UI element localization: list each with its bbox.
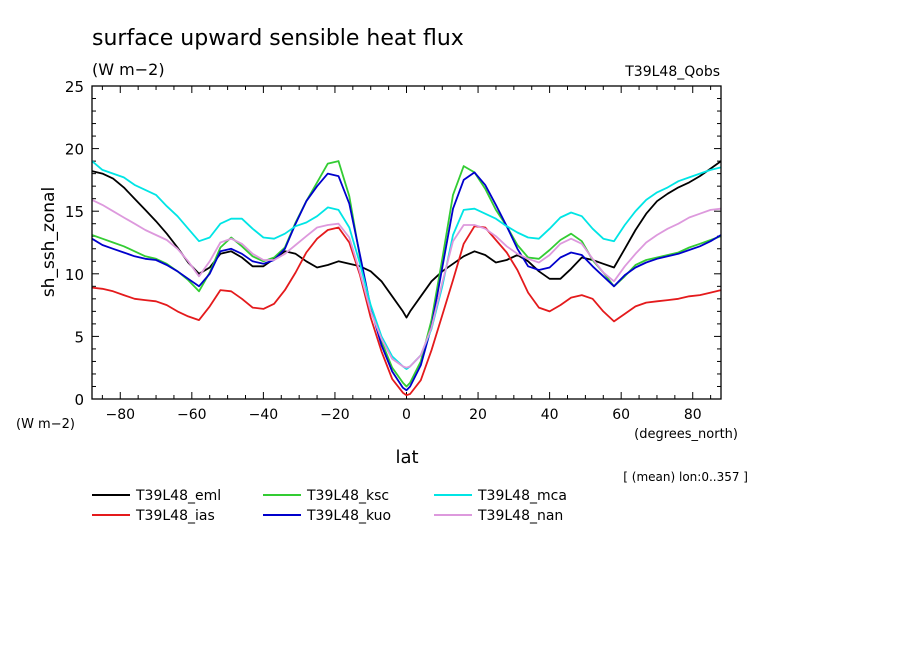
series-line-t39l48-nan xyxy=(91,199,722,369)
x-axis-label: lat xyxy=(395,447,418,468)
x-tick-label: 40 xyxy=(541,407,559,423)
x-tick-label: −80 xyxy=(105,407,135,423)
chart-units: (W m−2) xyxy=(92,60,165,79)
x-tick-label: 80 xyxy=(684,407,702,423)
experiment-label: T39L48_Qobs xyxy=(624,64,720,80)
legend-item: T39L48_nan xyxy=(434,508,563,524)
series-line-t39l48-eml xyxy=(91,160,722,319)
series-line-t39l48-kuo xyxy=(91,171,722,392)
legend-label: T39L48_ksc xyxy=(306,488,389,504)
footnote: [ (mean) lon:0..357 ] xyxy=(623,470,748,484)
plot-frame xyxy=(91,85,722,400)
series-line-t39l48-mca xyxy=(91,160,722,370)
y-tick-label: 10 xyxy=(65,266,84,284)
legend-label: T39L48_eml xyxy=(135,488,221,504)
legend-item: T39L48_kuo xyxy=(263,508,391,524)
legend-label: T39L48_nan xyxy=(477,508,563,524)
legend-item: T39L48_mca xyxy=(434,488,567,504)
y-axis-units: (W m−2) xyxy=(16,417,75,432)
legend: T39L48_eml T39L48_ias T39L48_ksc T39L48_kuo… xyxy=(92,488,567,524)
x-tick-label: 60 xyxy=(612,407,630,423)
x-tick-label: 0 xyxy=(402,407,411,423)
series-lines xyxy=(91,160,722,397)
legend-label: T39L48_mca xyxy=(477,488,567,504)
legend-label: T39L48_ias xyxy=(135,508,215,524)
axes: −80 −60 −40 −20 0 20 40 60 80 0 5 10 15 20 25 xyxy=(65,78,721,423)
legend-label: T39L48_kuo xyxy=(306,508,391,524)
x-axis-units: (degrees_north) xyxy=(634,427,738,442)
series-line-t39l48-ias xyxy=(91,225,722,397)
y-tick-label: 0 xyxy=(74,391,84,409)
x-tick-label: 20 xyxy=(469,407,487,423)
legend-item: T39L48_ias xyxy=(92,508,215,524)
y-tick-label: 20 xyxy=(65,141,84,159)
y-tick-label: 15 xyxy=(65,203,84,221)
x-tick-label: −60 xyxy=(177,407,207,423)
legend-item: T39L48_ksc xyxy=(263,488,389,504)
x-tick-label: −20 xyxy=(320,407,350,423)
y-axis-label: sh_ssh_zonal xyxy=(39,187,59,297)
y-tick-label: 5 xyxy=(74,328,84,346)
chart-title: surface upward sensible heat flux xyxy=(92,26,464,51)
y-tick-label: 25 xyxy=(65,78,84,96)
x-tick-label: −40 xyxy=(249,407,279,423)
legend-item: T39L48_eml xyxy=(92,488,221,504)
